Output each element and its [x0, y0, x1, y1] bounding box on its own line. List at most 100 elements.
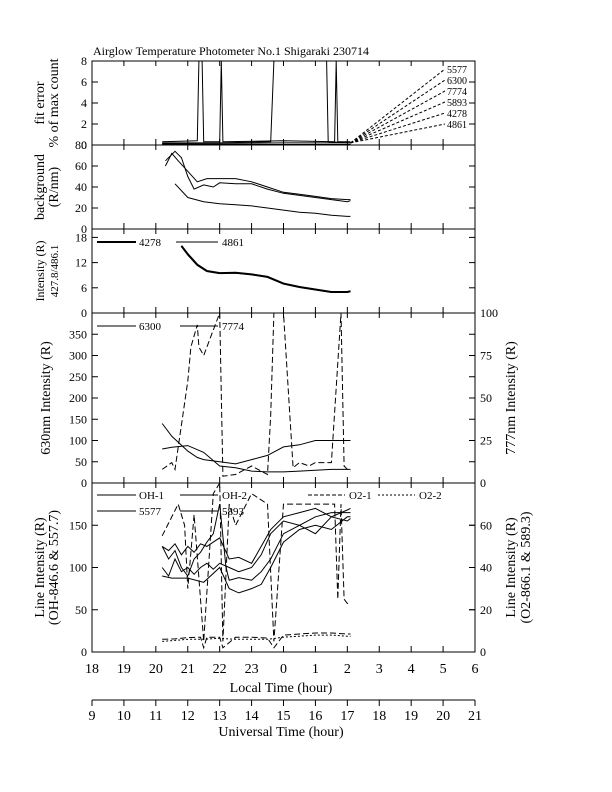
- legend-label: 5893: [222, 506, 245, 518]
- y-axis-label: 427.8/486.1: [49, 245, 61, 298]
- x-tick-label-ut: 13: [213, 709, 227, 724]
- x-tick-label-local: 1: [312, 662, 319, 677]
- x-tick-label-local: 20: [149, 662, 163, 677]
- x-tick-label-local: 3: [376, 662, 383, 677]
- legend-label: 4861: [222, 237, 244, 249]
- x-tick-label-local: 21: [181, 662, 195, 677]
- legend-label: 6300: [447, 76, 467, 87]
- x-tick-label-local: 22: [213, 662, 227, 677]
- y-axis-label: fit error: [33, 81, 48, 124]
- y-tick-label: 20: [75, 201, 87, 215]
- series-line-7774: [162, 445, 351, 473]
- panel-background: 0 20 40 60 80 background (R/nm): [33, 138, 476, 236]
- series-group: [162, 61, 351, 145]
- panel-frame: [91, 60, 476, 146]
- y-tick-label: 4: [81, 96, 87, 110]
- y-tick-label: 2: [81, 117, 87, 131]
- x-axis-universal-time: 9 10 11 12 13 14 15 16 17 18 19 20 21: [89, 699, 482, 724]
- x-axis-local-time: 18 19 20 21 22 23 0 1 2 3 4 5 6: [85, 662, 479, 677]
- y-tick-label: 12: [75, 256, 87, 270]
- y-tick-label: 100: [69, 561, 87, 575]
- y-tick-label-right: 60: [480, 518, 492, 532]
- legend-leader: [350, 123, 446, 144]
- legend-label: OH-2: [222, 490, 247, 502]
- y-tick-label-right: 0: [480, 645, 486, 659]
- y-tick-label: 6: [81, 281, 87, 295]
- x-tick-label-local: 0: [280, 662, 287, 677]
- y-tick-label: 0: [81, 138, 87, 152]
- legend-label: 4278: [447, 109, 467, 120]
- series-line-c: [174, 183, 351, 217]
- series-group: [164, 150, 351, 217]
- legend-label: 4861: [447, 120, 467, 131]
- series-group: [161, 483, 351, 650]
- chart-title: Airglow Temperature Photometer No.1 Shig…: [93, 44, 369, 58]
- series-line-a: [164, 152, 351, 201]
- y-axis-label: 630nm Intensity (R): [39, 341, 54, 455]
- x-tick-label-ut: 14: [245, 709, 259, 724]
- series-line-5577: [162, 61, 351, 143]
- y-tick-label-right: 0: [480, 476, 486, 490]
- y-tick-label: 50: [75, 455, 87, 469]
- panel-frame: [91, 144, 476, 230]
- series-line-5893: [162, 516, 351, 594]
- legend-label: OH-1: [139, 490, 164, 502]
- legend-leader: [350, 112, 446, 144]
- y-tick-label: 200: [69, 391, 87, 405]
- panel-frame: [91, 312, 476, 484]
- panel-fit_error: 0 2 4 6 8 fit error% of max count 557763007774…: [33, 54, 476, 152]
- y-axis-label-right: (O2-866.1 & 589.3): [519, 511, 534, 623]
- y-tick-label: 300: [69, 349, 87, 363]
- y-tick-label: 0: [81, 306, 87, 320]
- y-tick-label-right: 20: [480, 603, 492, 617]
- y-tick-label: 150: [69, 412, 87, 426]
- y-axis-label: Line Intensity (R): [33, 517, 48, 618]
- x-tick-label-ut: 20: [436, 709, 450, 724]
- y-tick-label: 8: [81, 54, 87, 68]
- series-line-7774-dash: [161, 313, 351, 477]
- x-tick-label-local: 4: [408, 662, 415, 677]
- legend-label: 5577: [447, 65, 467, 76]
- legend-leader: [350, 68, 446, 144]
- y-axis-label: % of max count: [47, 58, 62, 147]
- x-axis-local-label: Local Time (hour): [230, 681, 333, 696]
- x-tick-label-ut: 9: [89, 709, 96, 724]
- series-line-6300: [162, 61, 351, 144]
- y-axis-label: Intensity (R): [33, 241, 47, 302]
- y-tick-label-right: 25: [480, 434, 492, 448]
- y-tick-label: 0: [81, 645, 87, 659]
- y-tick-label: 60: [75, 159, 87, 173]
- y-tick-label: 40: [75, 180, 87, 194]
- legend-label: O2-1: [349, 490, 372, 502]
- y-axis-label-right: Line Intensity (R): [504, 517, 519, 618]
- y-tick-label: 150: [69, 518, 87, 532]
- series-line-5577: [161, 503, 351, 581]
- x-tick-label-ut: 11: [149, 709, 162, 724]
- y-tick-label: 18: [75, 230, 87, 244]
- y-tick-label: 100: [69, 434, 87, 448]
- series-line-O2-drop: [161, 483, 351, 642]
- legend-leader: [350, 79, 446, 144]
- legend-leader: [350, 101, 446, 144]
- y-tick-label: 6: [81, 75, 87, 89]
- y-tick-label-right: 100: [480, 306, 498, 320]
- x-tick-label-local: 23: [245, 662, 259, 677]
- y-tick-label-right: 75: [480, 349, 492, 363]
- x-tick-label-local: 5: [440, 662, 447, 677]
- legend-label: 5893: [447, 98, 467, 109]
- series-group: [180, 245, 351, 293]
- series-line-OH-2: [161, 507, 351, 564]
- y-tick-label: 50: [75, 603, 87, 617]
- y-axis-label: (R/nm): [47, 166, 62, 207]
- legend-label: 7774: [447, 87, 467, 98]
- legend-label: 6300: [139, 321, 162, 333]
- x-tick-label-local: 19: [117, 662, 131, 677]
- legend-label: 4278: [139, 237, 162, 249]
- x-tick-label-ut: 12: [181, 709, 195, 724]
- y-axis-label: background: [33, 154, 48, 220]
- series-group: [161, 313, 351, 477]
- legend-label: 5577: [139, 506, 162, 518]
